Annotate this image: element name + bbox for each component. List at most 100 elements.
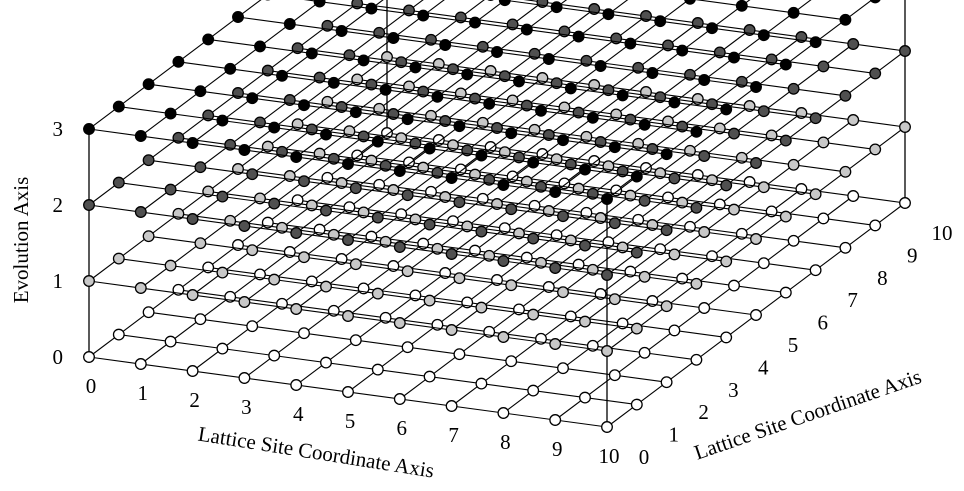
lattice-node [809,264,822,277]
lattice-node [720,331,733,344]
lattice-node [342,310,354,322]
lattice-node [660,148,673,161]
lattice-node [268,273,281,286]
lattice-node [134,130,147,142]
front-tick-label: 8 [500,430,511,454]
lattice-node [401,341,414,354]
lattice-node [164,107,177,120]
lattice-node [423,370,436,383]
lattice-node [847,190,860,202]
right-tick-label: 7 [847,288,858,312]
lattice-node [549,262,562,274]
lattice-node [757,257,770,270]
lattice-node [298,327,310,340]
lattice-node [142,230,155,243]
lattice-node [349,106,362,119]
lattice-node [638,118,651,131]
lattice-node [142,78,155,91]
lattice-node [899,45,911,57]
lattice-node [630,322,643,335]
lattice-node [453,196,466,209]
lattice-node [601,421,613,433]
lattice-node [579,239,591,252]
lattice-node [313,0,326,8]
lattice-node [172,55,185,68]
lattice-node [194,161,207,174]
lattice-node [254,40,266,53]
lattice-node [134,358,147,370]
lattice-node [638,270,651,283]
right-tick-label: 5 [788,333,799,357]
evolution-tick-label: 2 [53,193,64,217]
lattice-node [142,306,155,319]
lattice-node [817,60,830,73]
lattice-node [728,279,740,292]
lattice-node [445,172,458,184]
lattice-node [246,320,259,333]
evolution-tick-label: 1 [53,269,64,293]
lattice-node [720,255,733,268]
lattice-node [668,324,681,337]
lattice-node [549,338,562,350]
lattice-node [194,313,207,326]
lattice-node [357,54,370,67]
lattice-node [630,398,643,411]
lattice-node [608,217,621,230]
lattice-node [690,353,703,366]
lattice-node [624,37,637,50]
lattice-node [847,38,860,50]
lattice-node [194,85,207,98]
lattice-node [750,233,762,245]
lattice-node [608,369,621,382]
lattice-node [735,0,748,12]
lattice-node [809,188,822,201]
lattice-node [809,36,822,49]
lattice-node [349,182,362,195]
lattice-layers [83,0,911,433]
lattice-node [327,76,340,89]
lattice-node [320,204,332,217]
lattice-node [690,125,703,138]
lattice-node [475,149,488,162]
lattice-node [290,379,303,391]
lattice-node [305,47,318,60]
lattice-node [787,82,800,95]
lattice-node [417,9,430,22]
lattice-node [750,81,762,93]
lattice-node [401,189,414,202]
lattice-node [549,186,562,198]
lattice-node [676,44,689,57]
evolution-axis-title: Evolution Axis [9,177,33,304]
lattice-node [839,165,852,178]
lattice-node [809,112,822,125]
lattice-node [660,300,673,313]
layer-2 [83,0,911,281]
right-tick-label: 6 [818,311,829,335]
lattice-node [527,156,540,169]
lattice-node [453,120,466,133]
lattice-node [505,127,518,140]
lattice-node [899,121,911,133]
lattice-node [646,67,659,79]
right-tick-label: 4 [758,355,769,379]
lattice-node [134,282,147,294]
evolution-tick-label: 3 [53,117,64,141]
lattice-node [608,141,621,154]
lattice-node [497,179,510,191]
lattice-node [393,165,406,177]
front-tick-label: 10 [599,444,620,468]
lattice-node [527,232,540,245]
lattice-node [238,220,251,232]
lattice-node [557,210,569,223]
lattice-node [579,315,591,328]
lattice-node [238,296,251,308]
lattice-node [283,18,296,30]
lattice-node [757,181,770,194]
lattice-node [847,114,860,126]
lattice-node [869,0,881,4]
lattice-node [365,2,378,15]
lattice-node [371,287,384,300]
lattice-node [513,75,525,88]
lattice-node [202,33,215,46]
lattice-node [557,362,569,375]
